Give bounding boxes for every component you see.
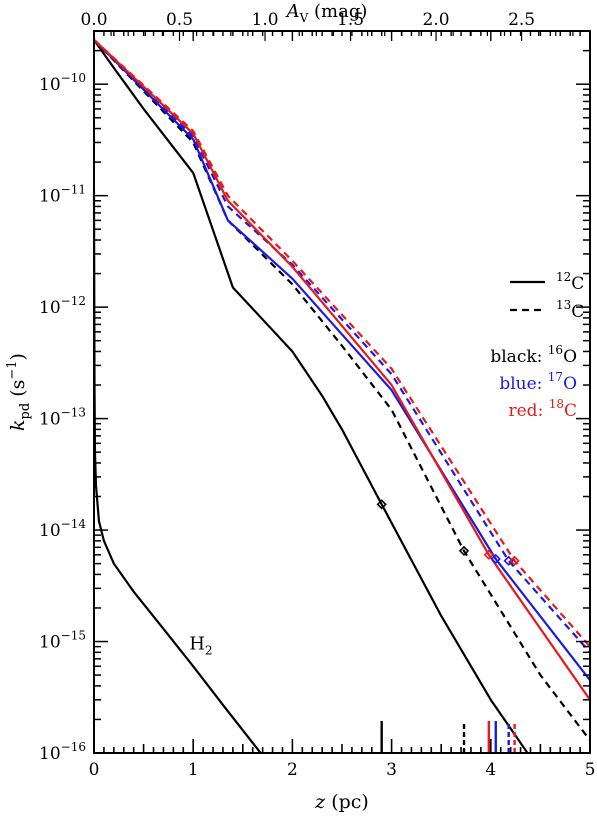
legend-sup: 16 [548, 343, 563, 357]
diamond-marker-c12o16 [376, 499, 387, 510]
legend-color-label: red: 18C [509, 397, 578, 421]
y-axis-title: kpd (s−1) [5, 353, 33, 431]
x-axis-var: z [314, 791, 326, 813]
legend-line-label: 13C [556, 298, 584, 322]
y-tick-base: 10 [39, 75, 61, 95]
legend-base: C [571, 302, 584, 322]
y-tick-exp: −13 [61, 406, 86, 420]
x-tick-label: 4 [485, 760, 496, 780]
x2-axis-var: A [285, 1, 300, 22]
y-tick-label: 10−15 [39, 629, 86, 653]
h2-label: H2 [189, 634, 212, 658]
legend-color-label: blue: 17O [499, 370, 577, 394]
legend-sup: 13 [556, 298, 571, 312]
series-line-h2 [92, 191, 262, 754]
legend-color-prefix: blue: [499, 374, 547, 394]
series-line-c13o18 [93, 39, 591, 648]
diamond-marker-c12o18 [483, 549, 494, 560]
legend-base: C [564, 401, 577, 421]
y-tick-base: 10 [39, 187, 61, 207]
x2-tick-label: 2.0 [423, 10, 450, 30]
y-tick-exp: −11 [61, 183, 86, 197]
y-tick-label: 10−16 [39, 740, 86, 764]
y-axis-var: k [7, 419, 29, 431]
legend-color-label: black: 16O [490, 343, 577, 367]
x-tick-label: 1 [188, 760, 199, 780]
x-tick-label: 3 [386, 760, 397, 780]
x2-tick-label: 1.5 [337, 10, 364, 30]
diamond-marker-c13o18 [509, 555, 520, 566]
diamond-marker-c12o17 [490, 553, 501, 565]
y-tick-label: 10−13 [39, 406, 86, 430]
y-tick-exp: −14 [61, 517, 87, 531]
legend-sup: 17 [548, 370, 563, 384]
legend-base: C [571, 274, 584, 294]
x-tick-label: 2 [287, 760, 298, 780]
y-tick-label: 10−14 [39, 517, 86, 541]
h2-label-sub: 2 [205, 644, 213, 658]
x-tick-label: 0 [89, 760, 100, 780]
legend-base: O [563, 347, 577, 367]
legend-sup: 12 [556, 270, 571, 284]
x-axis-title: z (pc) [314, 791, 369, 813]
series-layer [92, 39, 591, 754]
series-line-c13o17 [93, 39, 591, 654]
h2-label-base: H [189, 634, 205, 655]
x2-axis-sub: V [299, 11, 309, 25]
legend-line-label: 12C [556, 270, 584, 294]
x-axis-unit: (pc) [325, 791, 369, 813]
x2-tick-label: 0.5 [166, 10, 193, 30]
labels-layer: 0 1 2 3 4 50.0 0.5 1.0 1.5 2.0 2.510−1010−1110−121… [5, 1, 595, 813]
series-line-c12o18 [93, 39, 591, 701]
y-axis-unit-close: ) [7, 353, 29, 360]
y-tick-exp: −12 [61, 294, 86, 308]
x-tick-label: 5 [585, 760, 596, 780]
x2-tick-label: 1.0 [252, 10, 279, 30]
diamond-marker-c13o16 [458, 545, 470, 557]
series-line-c12o16 [93, 39, 529, 754]
y-tick-label: 10−10 [39, 71, 86, 95]
series-line-c12o17 [93, 39, 591, 681]
y-tick-exp: −15 [61, 629, 86, 643]
axes-layer [93, 30, 591, 754]
y-tick-exp: −10 [61, 71, 86, 85]
x2-tick-label: 0.0 [80, 10, 107, 30]
y-axis-sub: pd [18, 403, 33, 420]
y-tick-exp: −16 [61, 740, 86, 754]
x2-axis-title: AV (mag) [285, 1, 368, 25]
y-tick-base: 10 [39, 410, 61, 430]
y-axis-unit-sup: −1 [5, 360, 20, 379]
y-tick-base: 10 [39, 744, 61, 764]
legend-color-prefix: red: [509, 401, 549, 421]
y-tick-label: 10−11 [39, 183, 86, 207]
y-tick-base: 10 [39, 521, 61, 541]
x2-tick-label: 2.5 [508, 10, 535, 30]
legend-color-prefix: black: [490, 347, 547, 367]
y-tick-base: 10 [39, 633, 61, 653]
y-axis-unit: (s [7, 380, 29, 403]
legend-sup: 18 [549, 397, 564, 411]
y-tick-base: 10 [39, 298, 61, 318]
x2-axis-unit: (mag) [308, 1, 367, 22]
legend-base: O [563, 374, 577, 394]
marker-layer [376, 499, 520, 566]
y-tick-label: 10−12 [39, 294, 86, 318]
